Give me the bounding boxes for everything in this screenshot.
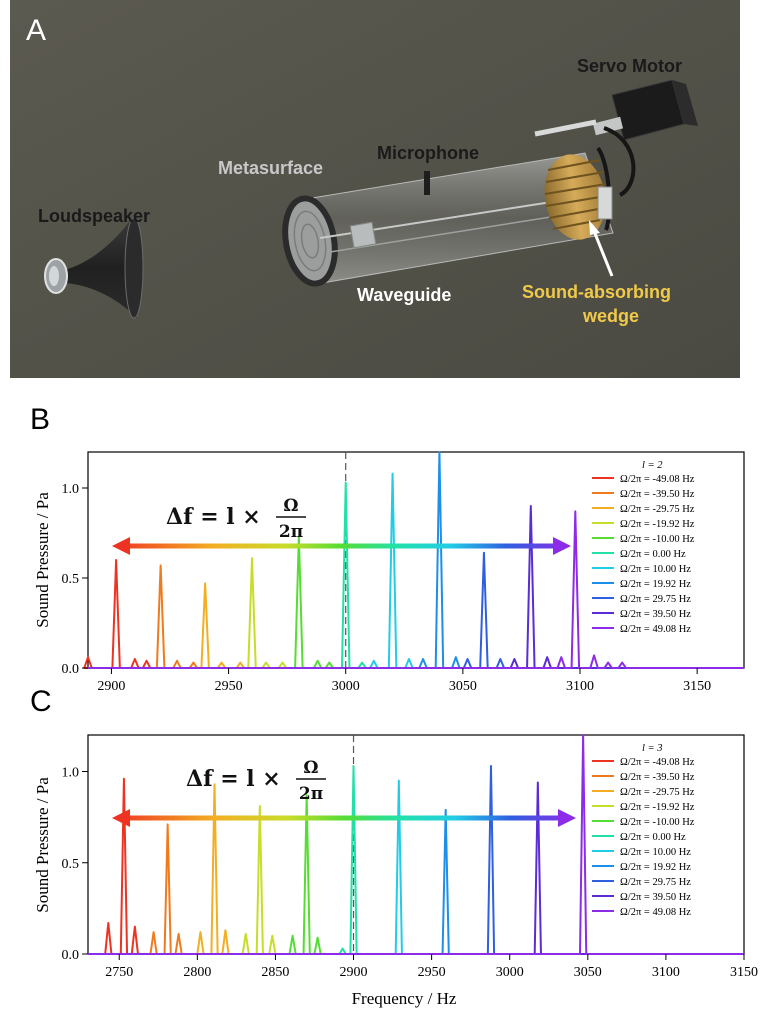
legend-entry-c-2: Ω/2π = -29.75 Hz <box>620 787 695 798</box>
legend-entry-b-3: Ω/2π = -19.92 Hz <box>620 519 695 530</box>
x-tick-label-b-3: 3050 <box>449 679 477 694</box>
x-tick-label-c-1: 2800 <box>183 965 211 980</box>
legend-entry-c-1: Ω/2π = -39.50 Hz <box>620 772 695 783</box>
series-line-c-0 <box>88 777 744 955</box>
equation-numerator-c: Ω <box>303 758 318 778</box>
legend-title-c: l = 3 <box>642 743 663 754</box>
panel-b-letter: B <box>30 403 50 436</box>
y-tick-label-c-2: 1.0 <box>62 766 80 781</box>
plot-frame-b <box>87 451 745 669</box>
label-waveguide: Waveguide <box>357 285 451 305</box>
legend-entry-b-4: Ω/2π = -10.00 Hz <box>620 534 695 545</box>
delta-f-equation-b: Δf = l × Ω 2π <box>166 496 306 542</box>
legend-entry-c-5: Ω/2π = 0.00 Hz <box>620 832 686 843</box>
series-line-b-10 <box>88 510 744 669</box>
x-tick-label-c-8: 3150 <box>730 965 758 980</box>
x-tick-label-c-5: 3000 <box>496 965 524 980</box>
y-axis-label-c: Sound Pressure / Pa <box>33 777 52 913</box>
equation-text-c: Δf = l × <box>186 766 281 792</box>
series-line-b-7 <box>88 451 744 669</box>
legend-entry-b-8: Ω/2π = 29.75 Hz <box>620 594 691 605</box>
x-tick-label-b-4: 3100 <box>566 679 594 694</box>
label-sound-absorbing: Sound-absorbing <box>522 282 671 302</box>
series-line-c-10 <box>88 734 744 955</box>
y-tick-label-c-1: 0.5 <box>62 857 80 872</box>
x-tick-label-c-6: 3050 <box>574 965 602 980</box>
y-tick-label-c-0: 0.0 <box>62 948 80 963</box>
equation-denominator-b: 2π <box>279 522 303 542</box>
legend-entry-b-5: Ω/2π = 0.00 Hz <box>620 549 686 560</box>
legend-entry-c-3: Ω/2π = -19.92 Hz <box>620 802 695 813</box>
legend-entry-c-10: Ω/2π = 49.08 Hz <box>620 907 691 918</box>
x-tick-label-c-2: 2850 <box>261 965 289 980</box>
x-tick-label-c-0: 2750 <box>105 965 133 980</box>
spectrum-lines-c <box>88 734 744 955</box>
equation-numerator-b: Ω <box>283 496 298 516</box>
legend-entry-c-4: Ω/2π = -10.00 Hz <box>620 817 695 828</box>
shift-arrow-b <box>112 537 571 555</box>
series-line-c-3 <box>88 805 744 955</box>
series-line-b-8 <box>88 551 744 669</box>
series-line-c-2 <box>88 783 744 955</box>
equation-text-b: Δf = l × <box>166 504 261 530</box>
shift-arrow-c <box>112 809 576 827</box>
x-tick-label-b-0: 2900 <box>97 679 125 694</box>
waveguide-illustration <box>282 152 614 287</box>
x-tick-label-c-3: 2900 <box>340 965 368 980</box>
label-wedge: wedge <box>582 306 639 326</box>
y-axis-label-b: Sound Pressure / Pa <box>33 492 52 628</box>
series-line-c-1 <box>88 823 744 955</box>
legend-entry-c-0: Ω/2π = -49.08 Hz <box>620 757 695 768</box>
label-loudspeaker: Loudspeaker <box>38 206 150 226</box>
wedge-illustration <box>544 154 607 240</box>
panel-a-letter: A <box>26 14 46 47</box>
x-tick-label-b-5: 3150 <box>683 679 711 694</box>
series-line-b-2 <box>88 582 744 669</box>
panel-c-letter: C <box>30 685 52 718</box>
label-microphone: Microphone <box>377 143 479 163</box>
legend-entry-c-9: Ω/2π = 39.50 Hz <box>620 892 691 903</box>
loudspeaker-illustration <box>44 217 144 319</box>
equation-denominator-c: 2π <box>299 784 323 804</box>
legend-entry-c-7: Ω/2π = 19.92 Hz <box>620 862 691 873</box>
x-tick-label-b-1: 2950 <box>215 679 243 694</box>
y-tick-label-b-0: 0.0 <box>62 662 80 677</box>
servo-motor-illustration <box>534 79 698 231</box>
panel-c: C Sound Pressure / Pa Frequency / Hz Δf … <box>30 685 758 1008</box>
x-tick-label-c-7: 3100 <box>652 965 680 980</box>
panel-a: A <box>10 0 740 378</box>
series-line-b-9 <box>88 505 744 669</box>
series-line-b-1 <box>88 564 744 669</box>
y-tick-label-b-2: 1.0 <box>62 482 80 497</box>
legend-entry-c-8: Ω/2π = 29.75 Hz <box>620 877 691 888</box>
legend-entry-b-7: Ω/2π = 19.92 Hz <box>620 579 691 590</box>
series-line-b-4 <box>88 535 744 669</box>
plot-frame-c <box>87 734 745 955</box>
legend-entry-b-2: Ω/2π = -29.75 Hz <box>620 504 695 515</box>
legend-entry-b-10: Ω/2π = 49.08 Hz <box>620 624 691 635</box>
legend-entry-b-1: Ω/2π = -39.50 Hz <box>620 489 695 500</box>
label-metasurface: Metasurface <box>218 158 323 178</box>
x-tick-label-b-2: 3000 <box>332 679 360 694</box>
legend-entry-b-0: Ω/2π = -49.08 Hz <box>620 474 695 485</box>
delta-f-equation-c: Δf = l × Ω 2π <box>186 758 326 804</box>
legend-c: l = 3 Ω/2π = -49.08 Hz Ω/2π = -39.50 Hz Ω/2… <box>592 743 695 918</box>
legend-title-b: l = 2 <box>642 460 663 471</box>
label-servo-motor: Servo Motor <box>577 56 682 76</box>
x-tick-label-c-4: 2950 <box>418 965 446 980</box>
legend-b: l = 2 Ω/2π = -49.08 Hz Ω/2π = -39.50 Hz Ω/2… <box>592 460 695 635</box>
series-line-b-3 <box>88 557 744 669</box>
spectrum-lines-b <box>83 451 744 669</box>
series-line-c-4 <box>88 794 744 955</box>
legend-entry-b-9: Ω/2π = 39.50 Hz <box>620 609 691 620</box>
x-axis-label: Frequency / Hz <box>352 989 457 1008</box>
panel-b: B Sound Pressure / Pa Δf = l × Ω 2π 2900… <box>30 403 745 694</box>
legend-entry-b-6: Ω/2π = 10.00 Hz <box>620 564 691 575</box>
wedge-pointer-arrow <box>589 220 614 277</box>
legend-entry-c-6: Ω/2π = 10.00 Hz <box>620 847 691 858</box>
y-tick-label-b-1: 0.5 <box>62 572 80 587</box>
series-line-b-6 <box>88 472 744 669</box>
